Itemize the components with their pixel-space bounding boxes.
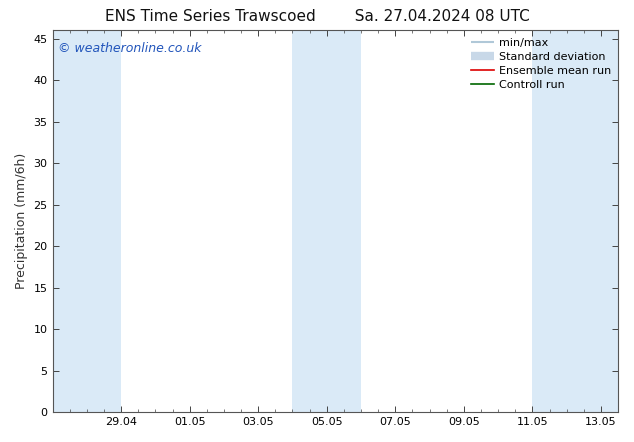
Text: © weatheronline.co.uk: © weatheronline.co.uk bbox=[58, 42, 202, 55]
Bar bbox=[533, 30, 618, 412]
Y-axis label: Precipitation (mm/6h): Precipitation (mm/6h) bbox=[15, 153, 28, 290]
Bar bbox=[53, 30, 121, 412]
Bar bbox=[292, 30, 361, 412]
Legend: min/max, Standard deviation, Ensemble mean run, Controll run: min/max, Standard deviation, Ensemble me… bbox=[467, 33, 616, 95]
Text: ENS Time Series Trawscoed        Sa. 27.04.2024 08 UTC: ENS Time Series Trawscoed Sa. 27.04.2024… bbox=[105, 9, 529, 24]
